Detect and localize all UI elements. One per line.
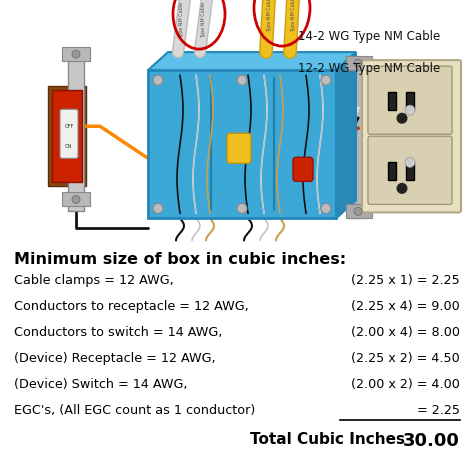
FancyBboxPatch shape (68, 56, 84, 211)
Text: Conductors to switch = 14 AWG,: Conductors to switch = 14 AWG, (14, 326, 222, 339)
Circle shape (405, 105, 415, 115)
Text: Total Cubic Inches: Total Cubic Inches (250, 432, 405, 447)
Text: Type NM Cable: Type NM Cable (267, 0, 273, 32)
FancyBboxPatch shape (52, 90, 82, 182)
FancyBboxPatch shape (388, 162, 396, 180)
Circle shape (237, 75, 247, 85)
Text: 14-2 WG Type NM Cable: 14-2 WG Type NM Cable (298, 29, 440, 43)
Polygon shape (148, 52, 356, 70)
FancyBboxPatch shape (227, 133, 251, 164)
Text: (2.25 x 4) = 9.00: (2.25 x 4) = 9.00 (351, 300, 460, 313)
Circle shape (321, 203, 331, 213)
Text: Conductors to receptacle = 12 AWG,: Conductors to receptacle = 12 AWG, (14, 300, 249, 313)
FancyBboxPatch shape (293, 157, 313, 182)
Circle shape (396, 183, 408, 194)
Text: 12-2 WG Type NM Cable: 12-2 WG Type NM Cable (298, 62, 440, 74)
FancyBboxPatch shape (406, 162, 414, 180)
FancyBboxPatch shape (346, 56, 372, 70)
Text: 30.00: 30.00 (403, 432, 460, 450)
Text: (2.25 x 2) = 4.50: (2.25 x 2) = 4.50 (351, 352, 460, 365)
Text: (2.00 x 4) = 8.00: (2.00 x 4) = 8.00 (351, 326, 460, 339)
FancyBboxPatch shape (406, 92, 414, 110)
FancyBboxPatch shape (368, 136, 452, 204)
FancyBboxPatch shape (346, 204, 372, 219)
FancyBboxPatch shape (388, 92, 396, 110)
Text: (Device) Switch = 14 AWG,: (Device) Switch = 14 AWG, (14, 378, 188, 391)
Circle shape (321, 75, 331, 85)
Text: Type NM Cable: Type NM Cable (180, 2, 184, 38)
Text: OFF: OFF (64, 124, 73, 129)
FancyBboxPatch shape (60, 109, 78, 158)
Circle shape (237, 203, 247, 213)
FancyBboxPatch shape (62, 47, 90, 61)
FancyBboxPatch shape (62, 192, 90, 206)
FancyBboxPatch shape (48, 86, 86, 186)
Text: (Device) Receptacle = 12 AWG,: (Device) Receptacle = 12 AWG, (14, 352, 216, 365)
Text: EGC's, (All EGC count as 1 conductor): EGC's, (All EGC count as 1 conductor) (14, 404, 255, 417)
Circle shape (396, 113, 408, 124)
FancyBboxPatch shape (148, 70, 336, 219)
Text: = 2.25: = 2.25 (417, 404, 460, 417)
Text: Minimum size of box in cubic inches:: Minimum size of box in cubic inches: (14, 252, 346, 267)
FancyBboxPatch shape (348, 58, 366, 219)
Text: Type NM Cable: Type NM Cable (292, 0, 297, 32)
Circle shape (354, 208, 362, 215)
Text: Cable clamps = 12 AWG,: Cable clamps = 12 AWG, (14, 274, 174, 287)
Circle shape (72, 50, 80, 58)
Text: Type NM Cable: Type NM Cable (201, 2, 207, 38)
Polygon shape (336, 52, 356, 219)
FancyBboxPatch shape (368, 66, 452, 134)
Circle shape (354, 59, 362, 67)
Circle shape (153, 75, 163, 85)
Circle shape (153, 203, 163, 213)
FancyBboxPatch shape (362, 60, 461, 212)
Text: (2.00 x 2) = 4.00: (2.00 x 2) = 4.00 (351, 378, 460, 391)
Circle shape (72, 195, 80, 203)
Text: ON: ON (65, 144, 73, 149)
Circle shape (405, 157, 415, 167)
Text: (2.25 x 1) = 2.25: (2.25 x 1) = 2.25 (351, 274, 460, 287)
